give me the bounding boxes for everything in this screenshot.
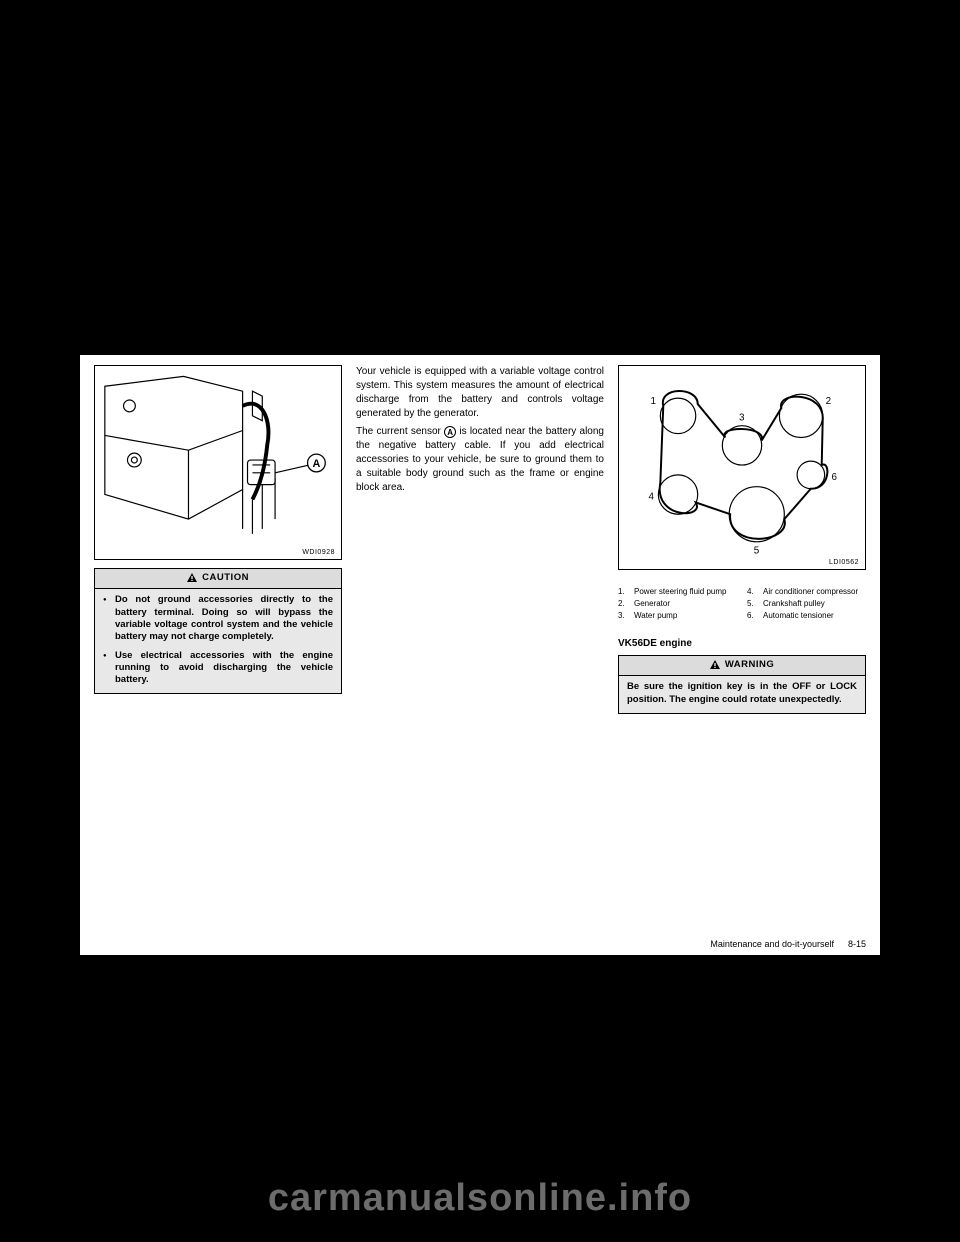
- middle-column: Your vehicle is equipped with a variable…: [356, 365, 604, 941]
- caution-item: Do not ground accessories directly to th…: [103, 594, 333, 643]
- caution-label: CAUTION: [202, 572, 249, 583]
- engine-label: VK56DE engine: [618, 638, 866, 649]
- label-item: 2.Generator: [618, 598, 737, 610]
- callout-a-inline: A: [444, 426, 456, 438]
- label-item: 1.Power steering fluid pump: [618, 586, 737, 598]
- svg-text:2: 2: [826, 396, 831, 407]
- warning-box: WARNING Be sure the ignition key is in t…: [618, 655, 866, 714]
- footer-page: 8-15: [848, 939, 866, 949]
- belt-diagram: 1 2 3 4 5 6: [619, 366, 865, 569]
- paragraph: The current sensor A is located near the…: [356, 425, 604, 495]
- warning-icon: [187, 572, 200, 583]
- caution-box: CAUTION Do not ground accessories direct…: [94, 568, 342, 694]
- figure-belt: 1 2 3 4 5 6 LDI0562: [618, 365, 866, 570]
- paragraph: Your vehicle is equipped with a variable…: [356, 365, 604, 421]
- footer-section: Maintenance and do-it-yourself: [710, 939, 834, 949]
- caution-list: Do not ground accessories directly to th…: [95, 589, 341, 692]
- figure-labels: 1.Power steering fluid pump 2.Generator …: [618, 586, 866, 622]
- figure-battery: A WDI0928: [94, 365, 342, 560]
- svg-text:5: 5: [754, 546, 760, 557]
- warning-icon: [710, 659, 723, 670]
- svg-text:4: 4: [649, 491, 655, 502]
- label-item: 5.Crankshaft pulley: [747, 598, 866, 610]
- svg-text:A: A: [312, 458, 320, 470]
- svg-text:6: 6: [832, 472, 838, 483]
- right-column: 1 2 3 4 5 6 LDI0562 1.Power steering flu…: [618, 365, 866, 941]
- label-item: 4.Air conditioner compressor: [747, 586, 866, 598]
- warning-header: WARNING: [619, 656, 865, 676]
- label-item: 3.Water pump: [618, 610, 737, 622]
- caution-header: CAUTION: [95, 569, 341, 589]
- figure-code-left: WDI0928: [302, 549, 335, 556]
- figure-code-right: LDI0562: [829, 559, 859, 566]
- svg-text:1: 1: [650, 396, 655, 407]
- warning-text: Be sure the ignition key is in the OFF o…: [619, 676, 865, 713]
- label-item: 6.Automatic tensioner: [747, 610, 866, 622]
- warning-label: WARNING: [725, 659, 774, 670]
- watermark: carmanualsonline.info: [0, 1177, 960, 1220]
- left-column: A WDI0928 CAUTION Do not ground accessor…: [94, 365, 342, 941]
- caution-item: Use electrical accessories with the engi…: [103, 650, 333, 687]
- manual-page: A WDI0928 CAUTION Do not ground accessor…: [80, 355, 880, 955]
- page-footer: Maintenance and do-it-yourself 8-15: [94, 939, 866, 949]
- battery-illustration: A: [95, 366, 341, 559]
- svg-text:3: 3: [739, 413, 745, 424]
